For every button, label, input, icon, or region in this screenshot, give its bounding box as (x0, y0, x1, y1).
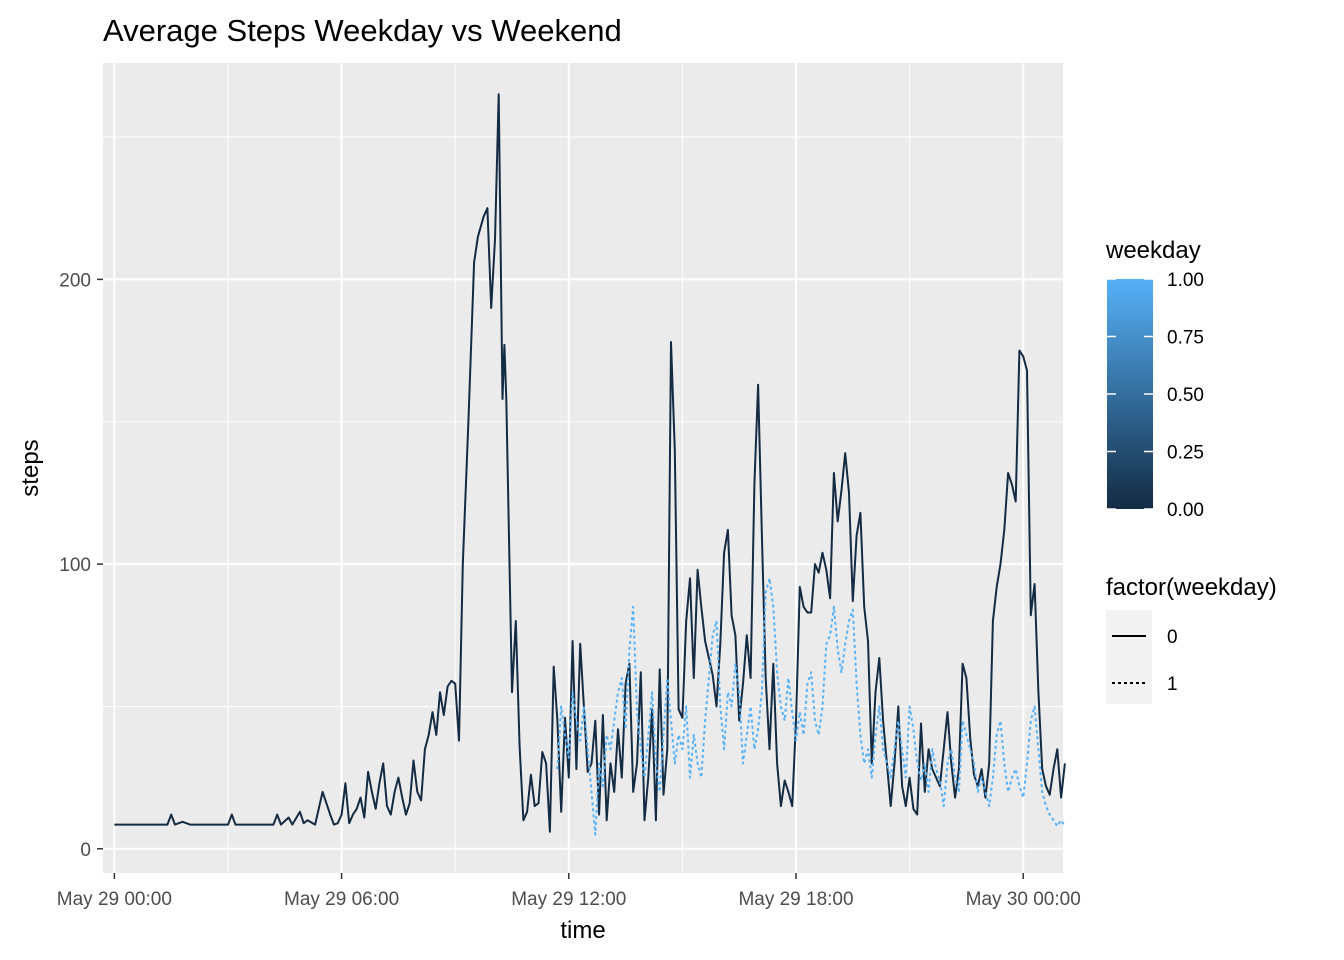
series-layer (114, 93, 1066, 836)
colorbar-tick-label: 1.00 (1167, 270, 1204, 291)
x-tick-label: May 29 00:00 (57, 889, 172, 910)
x-axis: May 29 00:00 May 29 06:00 May 29 12:00 May … (57, 873, 1081, 910)
colorbar-tick-label: 0.75 (1167, 328, 1204, 349)
x-tick-label: May 29 06:00 (284, 889, 399, 910)
x-tick-label: May 30 00:00 (966, 889, 1081, 910)
linetype-label: 1 (1167, 674, 1178, 695)
y-tick-label: 0 (80, 840, 91, 861)
chart-title: Average Steps Weekday vs Weekend (103, 13, 622, 48)
plot-panel (103, 63, 1063, 873)
legend-colorbar: weekday 1.00 0.75 0.50 0.25 0.00 (1105, 237, 1204, 521)
x-tick-label: May 29 12:00 (511, 889, 626, 910)
x-axis-title: time (560, 917, 605, 944)
linetype-label: 0 (1167, 627, 1178, 648)
y-axis-title: steps (17, 439, 44, 496)
linetype-legend-keys (1106, 610, 1152, 704)
minor-grid (103, 63, 1063, 873)
series-line-weekday-1 (556, 577, 1066, 836)
series-line-weekday-0 (114, 93, 1066, 833)
y-tick-label: 100 (59, 555, 91, 576)
colorbar-tick-label: 0.00 (1167, 500, 1204, 521)
legend-linetype: factor(weekday) 0 1 (1106, 574, 1277, 704)
legend-colorbar-title: weekday (1105, 237, 1201, 264)
y-tick-label: 200 (59, 270, 91, 291)
colorbar-tick-label: 0.50 (1167, 385, 1204, 406)
colorbar-tick-label: 0.25 (1167, 443, 1204, 464)
y-axis: 0 100 200 (59, 270, 103, 861)
x-tick-label: May 29 18:00 (738, 889, 853, 910)
legend-linetype-title: factor(weekday) (1106, 574, 1277, 601)
